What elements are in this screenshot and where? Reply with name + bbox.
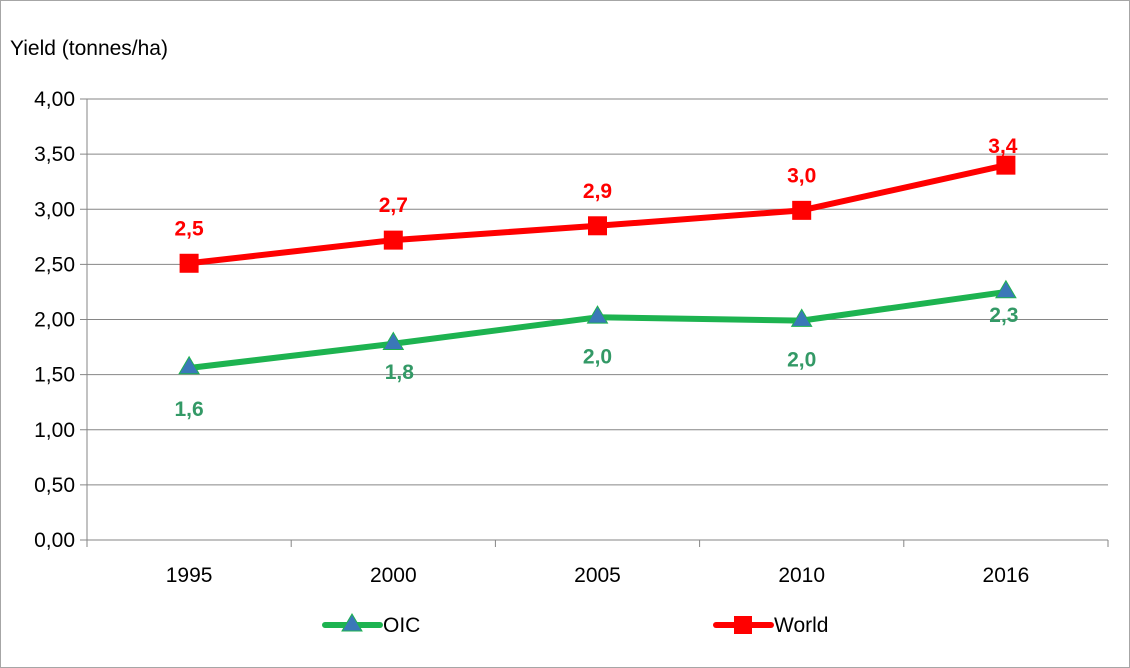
data-label-oic: 1,8 [385, 361, 415, 384]
marker-world [383, 230, 403, 250]
series-markers [178, 155, 1017, 375]
data-label-oic: 2,0 [583, 345, 612, 368]
legend: OIC World [322, 613, 828, 637]
y-tick-label: 2,50 [34, 253, 75, 276]
data-label-oic: 1,6 [174, 398, 203, 421]
marker-oic [995, 279, 1017, 299]
legend-marker-world [734, 616, 752, 634]
marker-world [179, 253, 199, 273]
data-label-world: 2,5 [174, 217, 204, 240]
x-tick-label: 2000 [370, 564, 417, 587]
marker-oic [586, 305, 609, 324]
y-tick-label: 4,00 [34, 88, 75, 111]
y-tick-label: 3,00 [34, 198, 75, 221]
data-label-oic: 2,0 [787, 349, 816, 372]
marker-oic [382, 331, 405, 351]
y-tick-label: 2,00 [34, 309, 75, 332]
x-tick-label: 2005 [574, 564, 621, 587]
data-label-world: 2,7 [379, 194, 408, 217]
data-label-world: 3,4 [988, 135, 1018, 158]
axes [80, 98, 1109, 547]
data-label-oic: 2,3 [989, 304, 1018, 327]
x-tick-label: 2016 [983, 564, 1030, 587]
legend-label-oic: OIC [383, 614, 420, 637]
y-tick-label: 0,00 [34, 529, 75, 552]
x-tick-label: 1995 [166, 564, 213, 587]
gridlines [87, 98, 1108, 486]
y-axis-title: Yield (tonnes/ha) [10, 37, 168, 60]
y-tick-label: 1,00 [34, 419, 75, 442]
marker-world [588, 216, 607, 236]
y-tick-label: 0,50 [34, 474, 75, 497]
data-label-world: 3,0 [787, 164, 816, 187]
tick-labels: 0,00 0,50 1,00 1,50 2,00 2,50 3,00 3,50 4,00 1995… [34, 88, 1029, 587]
legend-label-world: World [774, 614, 828, 637]
marker-world [996, 155, 1016, 175]
marker-oic [790, 308, 813, 327]
marker-world [792, 200, 812, 220]
data-labels: 1,6 1,8 2,0 2,0 2,3 2,5 2,7 2,9 3,0 3,4 [174, 135, 1018, 421]
marker-oic [178, 355, 200, 375]
y-tick-label: 1,50 [34, 364, 75, 387]
y-tick-label: 3,50 [34, 143, 75, 166]
x-tick-label: 2010 [778, 564, 825, 587]
data-label-world: 2,9 [583, 180, 612, 203]
legend-marker-oic [341, 613, 363, 632]
